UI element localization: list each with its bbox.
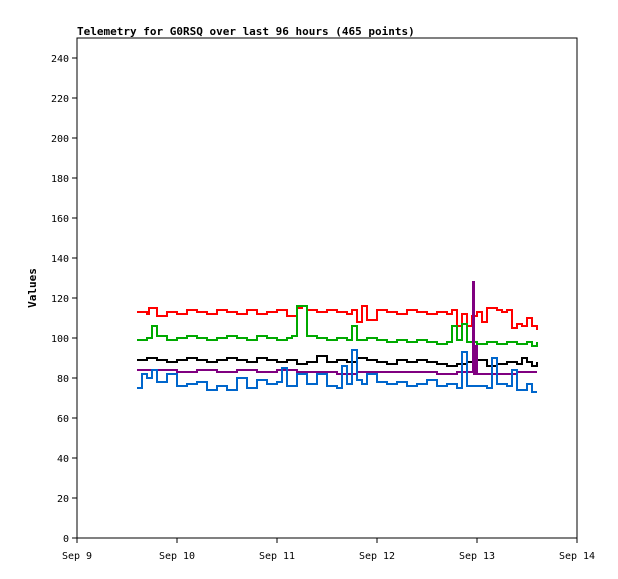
x-tick-label: Sep 13	[459, 551, 495, 562]
y-tick-label: 0	[63, 534, 69, 545]
x-tick-label: Sep 9	[62, 551, 92, 562]
series-lines	[137, 281, 538, 393]
y-tick-label: 60	[57, 414, 69, 425]
x-tick-label: Sep 11	[259, 551, 295, 562]
x-tick-label: Sep 10	[159, 551, 195, 562]
y-tick-label: 120	[51, 294, 69, 305]
y-axis: 0 20 40 60 80 100 120 140 160 180 200 220 240	[51, 54, 77, 545]
y-tick-label: 160	[51, 214, 69, 225]
x-tick-label: Sep 12	[359, 551, 395, 562]
y-tick-label: 180	[51, 174, 69, 185]
y-tick-label: 140	[51, 254, 69, 265]
series-line-1	[137, 305, 538, 330]
series-line-3	[137, 355, 538, 367]
y-tick-label: 220	[51, 94, 69, 105]
y-tick-label: 40	[57, 454, 69, 465]
series-line-5	[137, 349, 537, 393]
y-tick-label: 20	[57, 494, 69, 505]
y-axis-label: Values	[26, 268, 39, 308]
x-axis: Sep 9 Sep 10 Sep 11 Sep 12 Sep 13 Sep 14	[62, 538, 595, 562]
y-tick-label: 240	[51, 54, 69, 65]
chart-title: Telemetry for G0RSQ over last 96 hours (…	[77, 25, 415, 38]
y-tick-label: 100	[51, 334, 69, 345]
plot-frame	[76, 37, 578, 539]
y-tick-label: 80	[57, 374, 69, 385]
y-tick-label: 200	[51, 134, 69, 145]
x-tick-label: Sep 14	[559, 551, 595, 562]
